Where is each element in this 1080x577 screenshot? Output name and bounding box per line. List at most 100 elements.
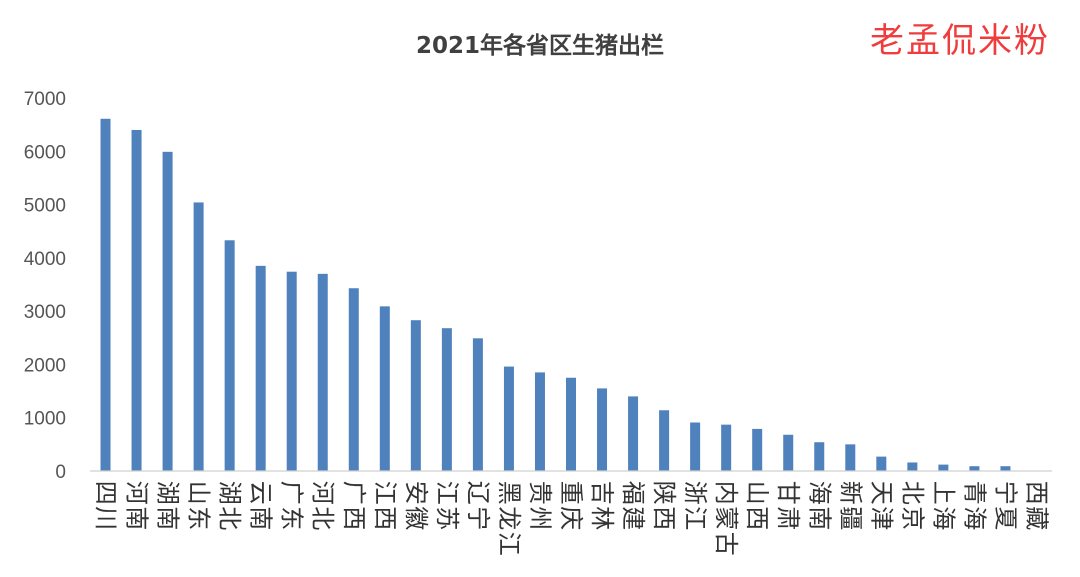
x-tick-label: 天津 — [867, 481, 895, 531]
bar — [1000, 466, 1011, 471]
x-tick-label: 贵州 — [526, 481, 554, 531]
bar — [286, 271, 297, 471]
chart-title: 2021年各省区生猪出栏 — [416, 32, 664, 59]
x-tick-char: 辽 — [464, 481, 492, 505]
x-tick-char: 京 — [898, 506, 926, 530]
x-tick-char: 上 — [929, 481, 957, 505]
x-tick-char: 广 — [278, 481, 306, 505]
x-tick-char: 西 — [371, 506, 399, 530]
bar — [503, 366, 514, 471]
x-tick-char: 山 — [743, 481, 771, 505]
bar — [597, 388, 608, 471]
x-tick-char: 肃 — [774, 506, 802, 530]
x-tick-char: 内 — [712, 481, 740, 505]
x-tick-char: 疆 — [836, 506, 864, 530]
x-tick-char: 江 — [371, 481, 399, 505]
watermark: 老孟侃米粉 — [870, 21, 1050, 61]
x-tick-label: 吉林 — [588, 481, 616, 531]
x-axis: 四川河南湖南山东湖北云南广东河北广西江西安徽江苏辽宁黑龙江贵州重庆吉林福建陕西浙… — [92, 481, 1051, 556]
x-tick-char: 川 — [92, 506, 120, 530]
x-tick-label: 云南 — [247, 481, 275, 531]
x-tick-char: 南 — [805, 506, 833, 530]
bar — [441, 328, 452, 471]
x-tick-char: 黑 — [495, 481, 523, 505]
y-tick-label: 4000 — [24, 249, 66, 270]
bar — [628, 396, 639, 471]
bar — [317, 273, 328, 471]
bar-series — [100, 118, 1011, 471]
bar — [969, 466, 980, 471]
x-tick-char: 甘 — [774, 481, 802, 505]
x-tick-char: 北 — [309, 506, 337, 530]
x-tick-label: 西藏 — [1022, 481, 1050, 531]
x-tick-char: 广 — [340, 481, 368, 505]
x-tick-label: 上海 — [929, 481, 957, 531]
y-tick-label: 6000 — [24, 142, 66, 163]
x-tick-char: 西 — [743, 506, 771, 530]
x-tick-label: 黑龙江 — [495, 481, 523, 556]
x-tick-char: 湖 — [154, 481, 182, 505]
x-tick-char: 苏 — [433, 506, 461, 530]
x-tick-char: 江 — [433, 481, 461, 505]
x-tick-char: 新 — [836, 481, 864, 505]
x-tick-char: 西 — [650, 506, 678, 530]
x-tick-char: 海 — [929, 506, 957, 530]
y-tick-label: 5000 — [24, 196, 66, 217]
x-tick-label: 广西 — [340, 481, 368, 531]
x-tick-char: 藏 — [1022, 506, 1050, 530]
x-tick-char: 宁 — [991, 481, 1019, 505]
x-tick-char: 夏 — [991, 506, 1019, 530]
bar — [224, 240, 235, 471]
x-tick-label: 河南 — [123, 481, 151, 531]
bar — [534, 372, 545, 471]
x-tick-char: 龙 — [495, 506, 523, 530]
x-tick-char: 徽 — [402, 506, 430, 530]
x-tick-label: 山西 — [743, 481, 771, 531]
bar — [566, 377, 576, 471]
x-tick-char: 云 — [247, 481, 275, 505]
x-tick-label: 广东 — [278, 481, 306, 531]
bar — [938, 464, 949, 471]
x-tick-label: 北京 — [898, 481, 926, 531]
x-tick-label: 四川 — [92, 481, 120, 531]
y-tick-label: 3000 — [24, 302, 66, 323]
x-tick-label: 河北 — [309, 481, 337, 531]
x-tick-char: 安 — [402, 481, 430, 505]
x-tick-label: 海南 — [805, 481, 833, 531]
y-tick-label: 7000 — [24, 89, 66, 110]
x-tick-char: 庆 — [557, 506, 585, 530]
x-tick-label: 湖北 — [216, 481, 244, 531]
x-tick-char: 西 — [1022, 481, 1050, 505]
x-tick-char: 四 — [92, 481, 120, 505]
bar — [472, 338, 483, 471]
x-tick-char: 海 — [805, 481, 833, 505]
bar — [752, 428, 763, 471]
x-tick-label: 陕西 — [650, 481, 678, 531]
x-tick-char: 津 — [867, 506, 895, 530]
bar — [162, 151, 173, 471]
bar — [659, 410, 670, 471]
x-tick-char: 河 — [123, 481, 151, 505]
x-tick-char: 南 — [247, 506, 275, 530]
x-tick-char: 古 — [712, 532, 740, 556]
bar — [379, 306, 390, 471]
bar — [783, 434, 794, 471]
x-tick-label: 青海 — [960, 481, 988, 531]
x-tick-char: 北 — [216, 506, 244, 530]
x-tick-label: 重庆 — [557, 481, 585, 531]
x-tick-char: 州 — [526, 506, 554, 530]
x-tick-label: 江西 — [371, 481, 399, 531]
bar — [348, 288, 359, 471]
bar — [876, 456, 887, 471]
x-tick-label: 浙江 — [681, 481, 709, 531]
x-tick-char: 海 — [960, 506, 988, 530]
y-tick-label: 1000 — [24, 409, 66, 430]
bar — [845, 444, 856, 471]
x-tick-char: 东 — [185, 506, 213, 530]
x-tick-char: 南 — [154, 506, 182, 530]
x-tick-char: 南 — [123, 506, 151, 530]
x-tick-char: 西 — [340, 506, 368, 530]
x-tick-char: 北 — [898, 481, 926, 505]
x-tick-label: 内蒙古 — [712, 481, 740, 556]
